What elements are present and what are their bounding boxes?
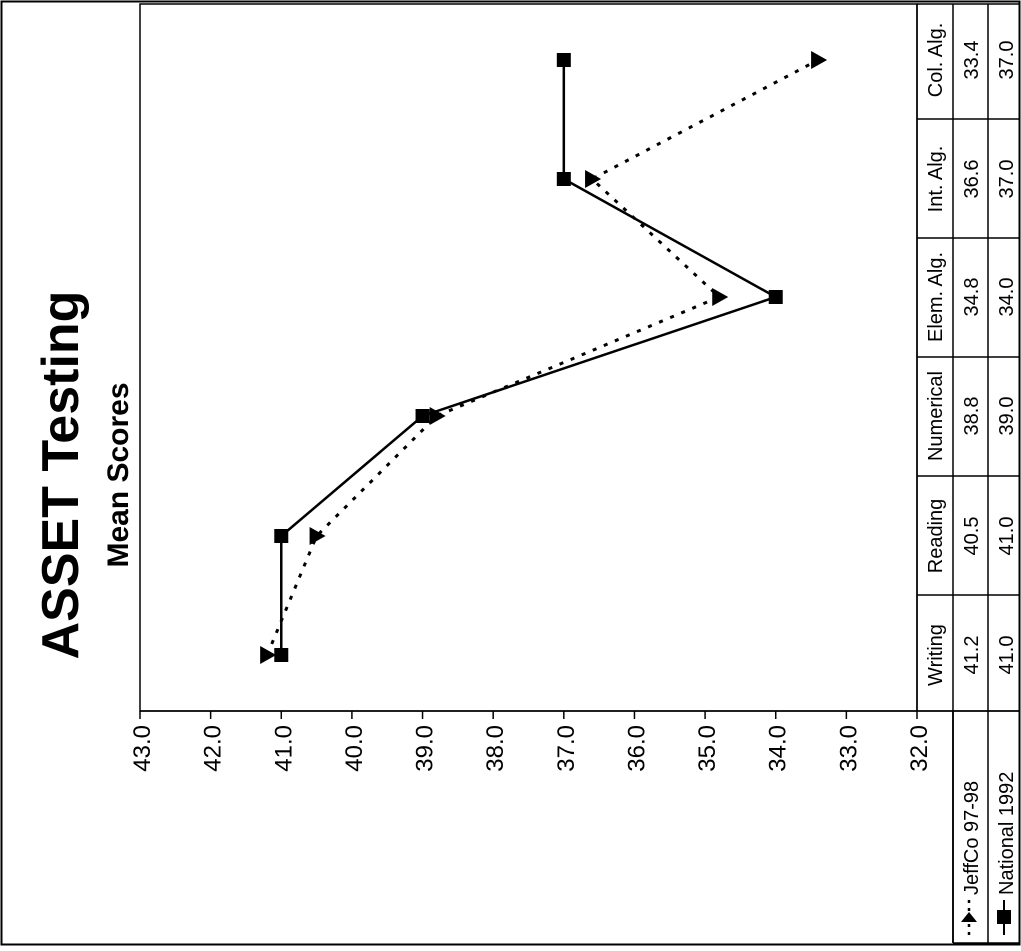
data-label: 34.8 <box>961 278 983 317</box>
data-label: 33.4 <box>961 41 983 80</box>
y-tick-label: 38.0 <box>482 725 509 772</box>
chart-subtitle: Mean Scores <box>102 382 135 567</box>
data-label: 39.0 <box>996 397 1018 436</box>
y-axis: 43.0 42.0 41.0 40.0 39.0 38.0 37.0 36.0 35.0 34.0… <box>129 710 933 772</box>
data-label: 40.5 <box>961 517 983 556</box>
category-label: Reading <box>925 499 947 574</box>
category-label: Int. Alg. <box>925 146 947 213</box>
data-label: 41.0 <box>996 517 1018 556</box>
legend-item: National 1992 <box>996 772 1018 935</box>
data-label: 38.8 <box>961 397 983 436</box>
y-tick-label: 37.0 <box>553 725 580 772</box>
y-tick-label: 43.0 <box>129 725 156 772</box>
point-marker-square <box>556 53 571 67</box>
legend-label: JeffCo 97-98 <box>961 781 983 895</box>
y-tick-label: 41.0 <box>270 725 297 772</box>
data-label: 37.0 <box>996 41 1018 80</box>
category-label: Writing <box>925 624 947 686</box>
series-1 <box>274 53 783 662</box>
series-layer <box>260 51 828 664</box>
point-marker-triangle <box>585 170 602 188</box>
point-marker-square <box>274 529 289 543</box>
legend-marker-square <box>997 910 1011 924</box>
category-label: Elem. Alg. <box>925 252 947 342</box>
y-tick-label: 36.0 <box>623 725 650 772</box>
series-line-1 <box>280 60 779 655</box>
category-label: Col. Alg. <box>925 23 947 97</box>
legend-marker-triangle <box>961 912 977 922</box>
data-label: 37.0 <box>996 160 1018 199</box>
point-marker-triangle <box>260 646 277 664</box>
legend-item: JeffCo 97-98 <box>961 781 983 935</box>
data-label: 34.0 <box>996 278 1018 317</box>
category-label: Numerical <box>925 371 947 461</box>
y-tick-label: 34.0 <box>765 725 792 772</box>
data-label: 41.0 <box>996 636 1018 675</box>
data-table: Writing 41.2 41.0 Reading 40.5 41.0 Numerical 3… <box>916 3 1019 944</box>
legend-label: National 1992 <box>996 772 1018 895</box>
point-marker-square <box>768 290 783 304</box>
y-tick-label: 42.0 <box>200 725 227 772</box>
y-tick-label: 32.0 <box>906 725 933 772</box>
point-marker-triangle <box>811 51 828 69</box>
point-marker-square <box>556 172 571 186</box>
data-label: 36.6 <box>961 160 983 199</box>
y-tick-label: 39.0 <box>412 725 439 772</box>
y-tick-label: 35.0 <box>694 725 721 772</box>
chart-title: ASSET Testing <box>32 291 90 660</box>
point-marker-triangle <box>712 288 729 306</box>
point-marker-square <box>415 409 430 423</box>
data-label: 41.2 <box>961 636 983 675</box>
point-marker-triangle <box>309 527 326 545</box>
point-marker-square <box>274 648 289 662</box>
y-tick-label: 40.0 <box>341 725 368 772</box>
y-tick-label: 33.0 <box>835 725 862 772</box>
